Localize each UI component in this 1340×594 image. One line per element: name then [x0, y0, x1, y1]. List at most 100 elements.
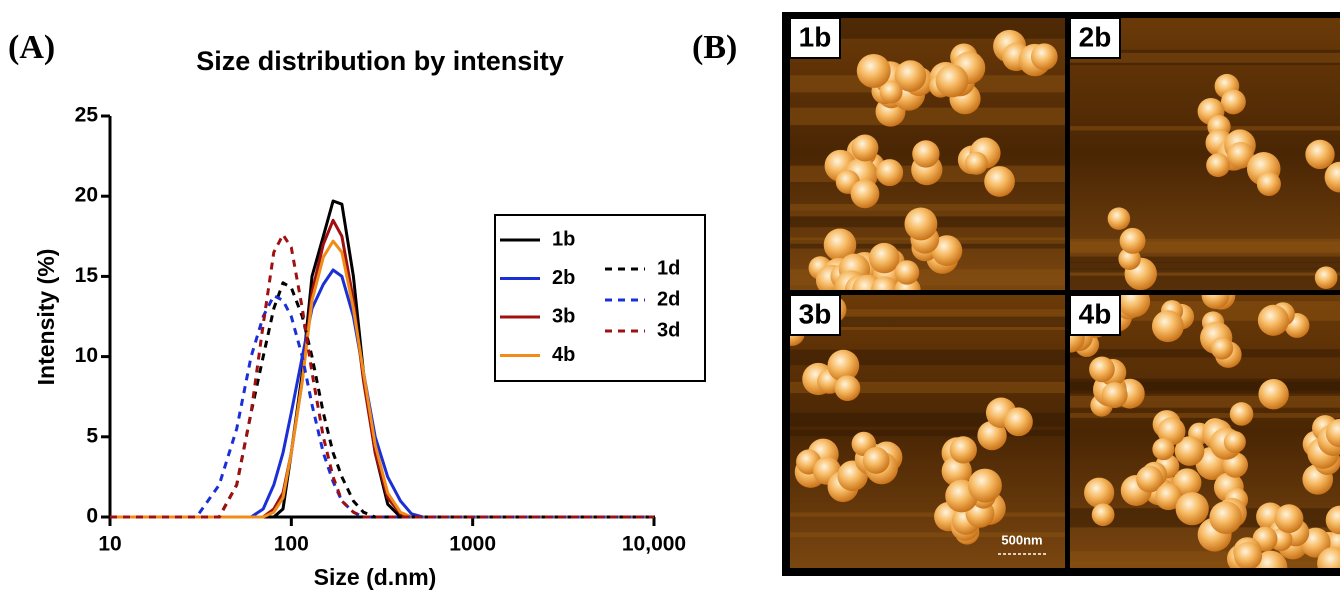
afm-streak [1070, 349, 1340, 358]
afm-particle [1201, 295, 1230, 309]
afm-label: 4b [1079, 298, 1112, 329]
afm-streak [790, 381, 1065, 394]
afm-streak [790, 429, 1065, 437]
afm-particle [1155, 483, 1183, 511]
afm-streak [1070, 52, 1340, 63]
afm-particle [1257, 304, 1289, 336]
afm-particle [1089, 356, 1115, 383]
afm-particle [1258, 378, 1289, 410]
afm-streak [790, 309, 1065, 314]
afm-particle [1305, 139, 1335, 170]
afm-particle [1317, 546, 1340, 568]
afm-streak [790, 107, 1065, 126]
afm-streak [1070, 256, 1340, 263]
afm-particle [967, 468, 1002, 503]
afm-particle [1325, 505, 1340, 535]
afm-particle [1253, 550, 1288, 568]
y-tick-label: 20 [75, 184, 98, 207]
afm-streak [1070, 268, 1340, 273]
afm-particle [931, 235, 963, 266]
series-line [110, 233, 654, 519]
panel-label: (A) [8, 29, 55, 66]
afm-particle [1136, 465, 1164, 493]
chart-title: Size distribution by intensity [196, 46, 564, 76]
afm-particle [1084, 477, 1115, 508]
afm-image [790, 18, 1065, 290]
y-tick-label: 10 [75, 344, 98, 367]
x-axis-label: Size (d.nm) [314, 564, 437, 590]
afm-label-box [1069, 17, 1121, 59]
afm-particle [904, 207, 938, 241]
legend-label: 2b [552, 267, 575, 289]
afm-image [1070, 295, 1340, 568]
afm-particle [949, 436, 977, 464]
scale-bar-label: 500nm [1001, 532, 1042, 547]
afm-particle [834, 375, 861, 402]
afm-particle [1175, 492, 1209, 526]
legend-box [494, 214, 706, 382]
afm-particle [1119, 227, 1146, 254]
afm-particle [912, 140, 940, 168]
afm-panel: 1b 2b 3b 4b 500nm [789, 17, 1340, 568]
series-line [110, 239, 654, 519]
afm-particle [1174, 436, 1205, 466]
afm-label: 3b [799, 298, 832, 329]
y-tick-label: 5 [86, 424, 98, 447]
afm-particle [984, 166, 1015, 197]
afm-streak [790, 18, 1065, 39]
afm-particle [1101, 382, 1128, 409]
afm-particle [1091, 503, 1115, 527]
afm-particle [894, 260, 920, 285]
afm-particle [1274, 504, 1304, 534]
afm-label-box [1069, 294, 1121, 336]
afm-streak [790, 512, 1065, 517]
afm-label-box [789, 294, 841, 336]
afm-label: 2b [1079, 21, 1112, 52]
afm-streak [1070, 395, 1340, 408]
y-tick-label: 0 [86, 505, 98, 528]
y-tick-label: 15 [75, 264, 99, 287]
afm-particle [1030, 43, 1058, 71]
afm-particle [851, 134, 879, 162]
panel-label: (B) [692, 29, 737, 66]
afm-particle [1107, 207, 1131, 230]
afm-particle [1324, 161, 1340, 193]
afm-particle [869, 242, 900, 274]
legend-label: 3d [657, 319, 680, 341]
afm-particle [879, 80, 903, 104]
afm-particle [856, 53, 891, 88]
afm-particle [1004, 407, 1033, 437]
afm-particle [1117, 295, 1151, 318]
afm-particle [1229, 402, 1254, 426]
afm-particle [964, 151, 988, 175]
x-tick-label: 1000 [449, 533, 496, 556]
legend-label: 1b [552, 228, 575, 250]
afm-particle [1234, 541, 1263, 568]
afm-label: 1b [799, 21, 832, 52]
legend-label: 3b [552, 305, 575, 327]
afm-particle [850, 179, 880, 209]
afm-particle [1325, 418, 1340, 448]
afm-particle [862, 447, 890, 474]
afm-particle [1152, 437, 1175, 461]
afm-particle [871, 276, 899, 290]
afm-particle [894, 60, 927, 92]
afm-particle [1151, 310, 1184, 343]
afm-streak [790, 532, 1065, 538]
afm-streak [790, 349, 1065, 366]
afm-particle [876, 159, 904, 187]
afm-particle [1209, 501, 1243, 534]
afm-particle [1206, 153, 1231, 178]
afm-particle [1223, 430, 1246, 453]
afm-particle [1210, 337, 1234, 360]
y-tick-label: 25 [75, 104, 99, 127]
afm-particle [1314, 266, 1338, 290]
x-tick-label: 10 [98, 533, 121, 556]
afm-streak [1070, 126, 1340, 131]
legend-label: 2d [657, 288, 680, 310]
afm-streak [1070, 262, 1340, 270]
afm-particle [1227, 141, 1254, 169]
afm-streak [1070, 413, 1340, 418]
afm-streak [1070, 275, 1340, 290]
